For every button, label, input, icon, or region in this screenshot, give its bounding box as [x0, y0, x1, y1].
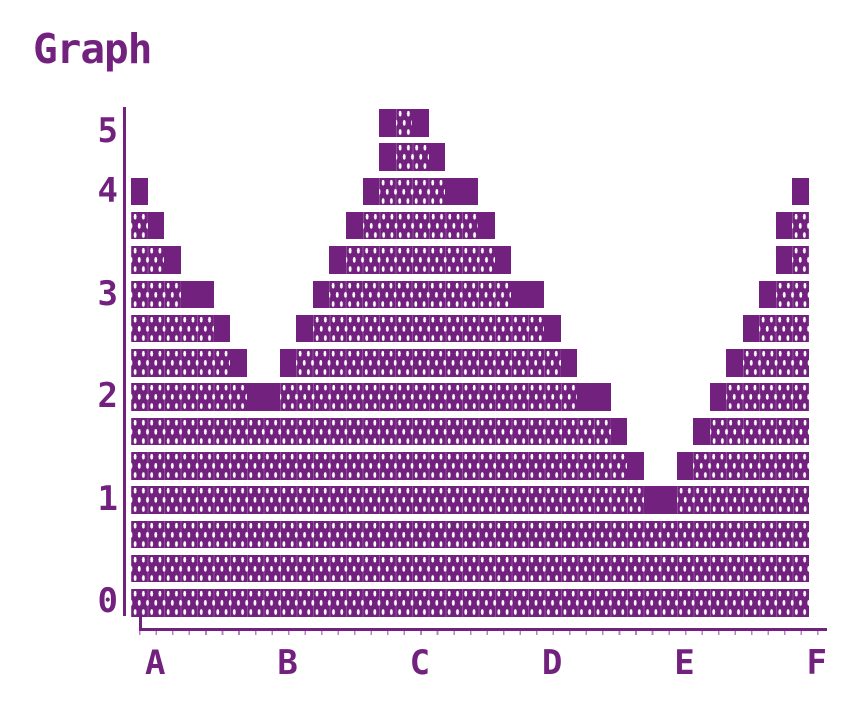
area-edge-block	[246, 383, 280, 411]
area-fill-band	[131, 383, 247, 411]
area-fill-band	[792, 246, 809, 274]
area-fill-band	[742, 349, 809, 377]
area-fill-band	[693, 452, 809, 480]
area-fill-band	[362, 211, 479, 240]
area-edge-block	[131, 177, 148, 206]
area-edge-block	[180, 280, 214, 309]
area-edge-block	[379, 109, 396, 137]
area-fill-band	[131, 280, 181, 309]
chart-title: Graph	[33, 25, 152, 73]
area-edge-block	[345, 211, 363, 240]
area-edge-block	[560, 349, 578, 377]
x-tick-label: C	[409, 643, 431, 683]
area-fill-band	[296, 349, 561, 377]
area-edge-block	[478, 211, 495, 240]
area-fill-band	[131, 520, 810, 549]
area-edge-block	[511, 280, 545, 309]
y-tick-label: 4	[97, 171, 118, 211]
area-fill-band	[131, 246, 165, 274]
area-fill-band	[131, 486, 644, 514]
area-edge-block	[693, 417, 710, 446]
area-fill-band	[709, 417, 809, 446]
area-fill-band	[329, 280, 512, 309]
area-edge-block	[147, 211, 165, 240]
area-fill-band	[345, 246, 495, 274]
area-edge-block	[643, 486, 677, 514]
x-tick-label: D	[541, 643, 563, 683]
area-fill-band	[775, 280, 809, 309]
area-edge-block	[279, 349, 297, 377]
area-edge-block	[379, 143, 396, 171]
area-edge-block	[726, 349, 743, 377]
area-fill-band	[726, 383, 809, 411]
area-edge-block	[213, 314, 231, 343]
area-edge-block	[544, 314, 561, 343]
area-edge-block	[709, 383, 727, 411]
area-edge-block	[792, 177, 809, 206]
area-edge-block	[494, 246, 512, 274]
axis-corner	[139, 612, 142, 631]
area-edge-block	[759, 280, 776, 309]
area-edge-block	[428, 143, 446, 171]
area-fill-band	[131, 211, 148, 240]
x-tick-label: F	[806, 643, 827, 683]
area-fill-band	[792, 211, 809, 240]
area-edge-block	[329, 246, 346, 274]
area-fill-band	[395, 109, 413, 137]
area-edge-block	[412, 109, 429, 137]
y-tick-label: 2	[97, 376, 118, 416]
x-axis-ticks	[139, 631, 827, 635]
area-fill-band	[131, 349, 231, 377]
y-tick-label: 0	[97, 581, 118, 621]
area-fill-band	[759, 314, 809, 343]
y-tick-label: 1	[97, 478, 118, 519]
area-edge-block	[164, 246, 181, 274]
y-tick-label: 3	[97, 273, 118, 314]
area-fill-band	[379, 177, 446, 206]
area-edge-block	[676, 452, 694, 480]
area-edge-block	[610, 417, 628, 446]
area-fill-band	[131, 417, 611, 446]
area-fill-band	[131, 314, 214, 343]
area-fill-band	[131, 589, 810, 617]
area-fill-band	[676, 486, 809, 514]
area-edge-block	[775, 246, 793, 274]
area-fill-band	[395, 143, 429, 171]
y-axis-line	[123, 107, 127, 616]
area-edge-block	[312, 280, 330, 309]
area-edge-block	[296, 314, 313, 343]
x-tick-label: E	[674, 643, 695, 683]
area-fill-band	[131, 452, 628, 480]
area-edge-block	[230, 349, 247, 377]
x-tick-label: B	[277, 643, 298, 683]
x-tick-label: A	[145, 643, 166, 683]
x-axis-line	[139, 628, 827, 632]
area-fill-band	[279, 383, 578, 411]
area-edge-block	[577, 383, 611, 411]
area-edge-block	[742, 314, 760, 343]
y-tick-label: 5	[97, 111, 118, 151]
area-edge-block	[445, 177, 479, 206]
area-fill-band	[312, 314, 545, 343]
area-edge-block	[627, 452, 644, 480]
area-edge-block	[775, 211, 793, 240]
area-edge-block	[362, 177, 380, 206]
area-fill-band	[131, 554, 810, 583]
